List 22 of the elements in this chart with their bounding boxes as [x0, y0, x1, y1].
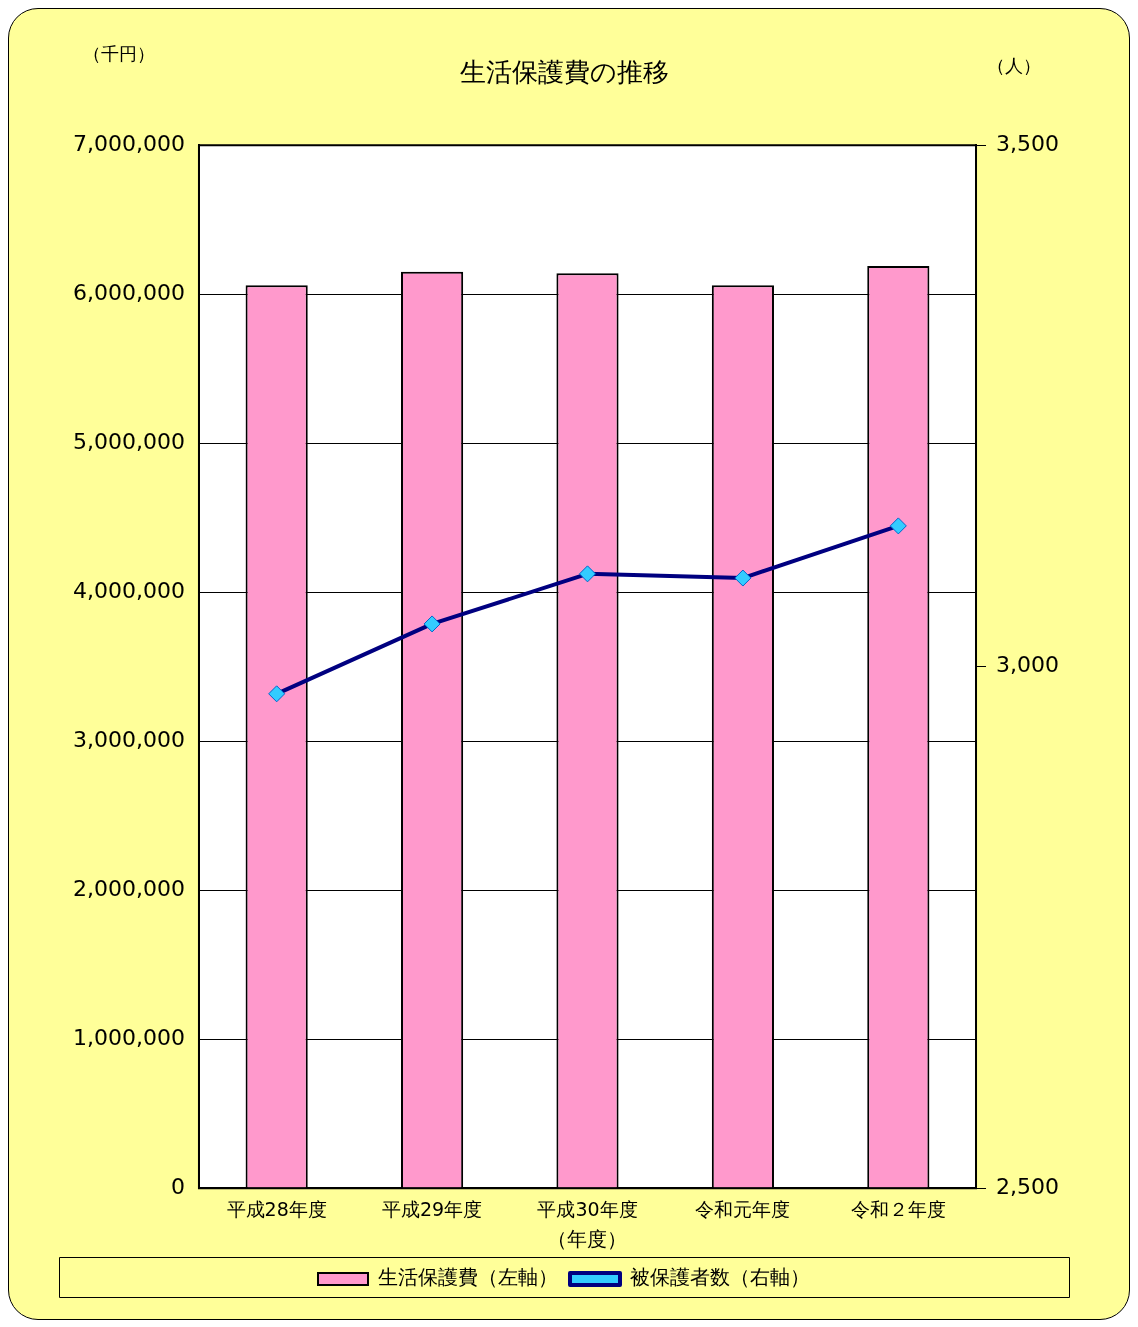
x-tick-label: 令和元年度: [695, 1197, 791, 1220]
x-tick-label: 平成28年度: [226, 1197, 327, 1220]
x-axis-title: （年度）: [547, 1227, 628, 1252]
y-axis-title: （千円）: [82, 42, 155, 64]
y-tick-label: 5,000,000: [73, 428, 185, 454]
legend-label: 被保護者数（右軸）: [630, 1265, 810, 1290]
y2-tick-label: 3,500: [996, 130, 1059, 156]
y-tick-label: 3,000,000: [73, 726, 185, 752]
y-tick-label: 0: [170, 1173, 185, 1199]
y-tick-label: 4,000,000: [73, 577, 185, 603]
chart-title: 生活保護費の推移: [459, 57, 669, 88]
y2-axis-title: （人）: [987, 54, 1042, 76]
y-tick-label: 6,000,000: [73, 279, 185, 305]
y-tick-label: 1,000,000: [73, 1024, 185, 1050]
y-tick-label: 2,000,000: [73, 875, 185, 901]
legend-label: 生活保護費（左軸）: [378, 1265, 558, 1290]
y2-tick-label: 3,000: [996, 652, 1059, 678]
x-tick-label: 平成29年度: [381, 1197, 483, 1220]
x-tick-label: 令和２年度: [850, 1197, 946, 1220]
y-tick-label: 7,000,000: [73, 130, 185, 156]
x-tick-label: 平成30年度: [537, 1197, 638, 1220]
y2-tick-label: 2,500: [996, 1173, 1059, 1199]
